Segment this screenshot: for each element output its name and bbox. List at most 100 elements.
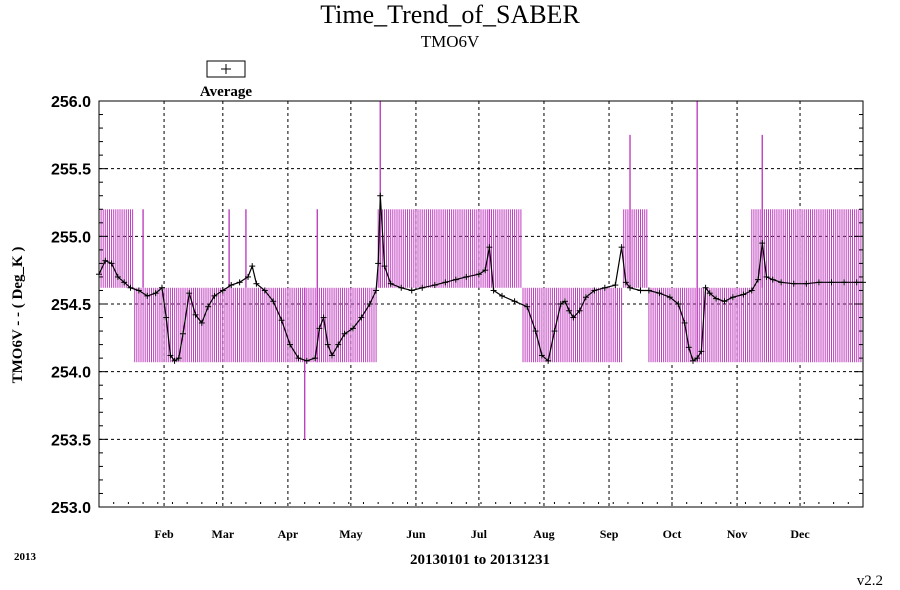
average-point [335, 341, 342, 348]
average-point [152, 290, 159, 297]
average-point [713, 295, 720, 302]
average-point [419, 284, 426, 291]
average-point [778, 279, 785, 286]
average-point [249, 263, 256, 270]
x-tick-label: Oct [663, 527, 682, 541]
average-point [790, 280, 797, 287]
average-point [349, 325, 356, 332]
x-tick-label: Mar [212, 527, 235, 541]
y-tick-label: 255.5 [51, 162, 91, 179]
average-point [328, 352, 335, 359]
x-tick-label: Jun [406, 527, 426, 541]
average-point [740, 291, 747, 298]
average-point [219, 287, 226, 294]
average-point [612, 282, 619, 289]
average-point [186, 290, 193, 297]
average-point [171, 357, 178, 364]
average-point [755, 276, 762, 283]
average-point [698, 348, 705, 355]
average-line [98, 195, 863, 362]
average-point [627, 284, 634, 291]
average-point [236, 279, 243, 286]
average-point [287, 341, 293, 348]
x-axis: Feb Mar Apr May Jun Jul Aug Sep Oct Nov Dec [98, 502, 864, 541]
average-point [253, 280, 260, 287]
average-point [769, 276, 776, 283]
average-point [685, 344, 692, 351]
average-point [341, 330, 348, 337]
average-point [211, 292, 218, 299]
x-tick-label: Sep [600, 527, 619, 541]
average-point [828, 279, 835, 286]
average-point [135, 287, 142, 294]
average-point [681, 319, 688, 326]
average-point [689, 357, 696, 364]
average-point [175, 355, 182, 362]
average-point [591, 287, 598, 294]
average-point [576, 307, 583, 314]
average-point [853, 279, 860, 286]
average-point [759, 240, 766, 247]
average-point [398, 284, 405, 291]
average-point [748, 287, 755, 294]
average-point [295, 355, 302, 362]
y-tick-label: 253.0 [51, 500, 91, 517]
average-point [666, 294, 673, 301]
average-point [557, 301, 564, 307]
average-point [245, 273, 252, 280]
average-point [706, 290, 713, 297]
average-point [702, 284, 709, 291]
legend-marker-icon [221, 64, 231, 74]
year-label: 2013 [14, 551, 37, 563]
average-point [538, 352, 545, 359]
average-point [524, 303, 531, 310]
chart-subtitle: TMO6V [421, 32, 480, 51]
average-point [645, 287, 652, 294]
average-point [261, 287, 268, 294]
average-point [482, 267, 489, 274]
average-point [366, 301, 373, 307]
average-point [637, 287, 644, 294]
average-point [179, 330, 186, 337]
average-point [463, 273, 470, 280]
average-point [431, 282, 438, 289]
x-tick-label: Jul [471, 527, 488, 541]
average-point [158, 284, 165, 291]
range-bars [98, 101, 862, 440]
average-point [622, 279, 629, 286]
average-point [121, 279, 128, 286]
x-tick-label: Nov [727, 527, 748, 541]
legend: Average [200, 60, 253, 100]
average-point [656, 290, 663, 297]
average-point [278, 317, 285, 324]
x-tick-label: Feb [154, 527, 174, 541]
average-point [192, 311, 199, 318]
average-point [375, 260, 382, 267]
y-tick-label: 255.0 [51, 229, 91, 246]
average-point [721, 298, 728, 305]
average-point [320, 314, 327, 321]
average-point [163, 314, 170, 321]
average-point [452, 276, 459, 283]
average-point [270, 298, 277, 305]
average-point [205, 303, 212, 310]
average-point [114, 273, 121, 280]
average-point [675, 301, 682, 307]
average-point [561, 298, 568, 305]
average-point [841, 279, 848, 286]
average-point [358, 314, 365, 321]
average-point [381, 263, 388, 270]
average-point [377, 192, 384, 199]
average-point [108, 260, 115, 267]
average-point [763, 273, 770, 280]
average-point [198, 319, 205, 326]
chart-title: Time_Trend_of_SABER [320, 0, 580, 29]
y-axis-label: TMO6V - - ( Deg_K ) [10, 247, 26, 384]
x-tick-label: May [339, 527, 362, 541]
y-tick-label: 254.5 [51, 297, 91, 314]
average-series [96, 192, 866, 364]
average-point [551, 328, 558, 335]
legend-label: Average [200, 84, 253, 100]
average-point [167, 352, 174, 359]
